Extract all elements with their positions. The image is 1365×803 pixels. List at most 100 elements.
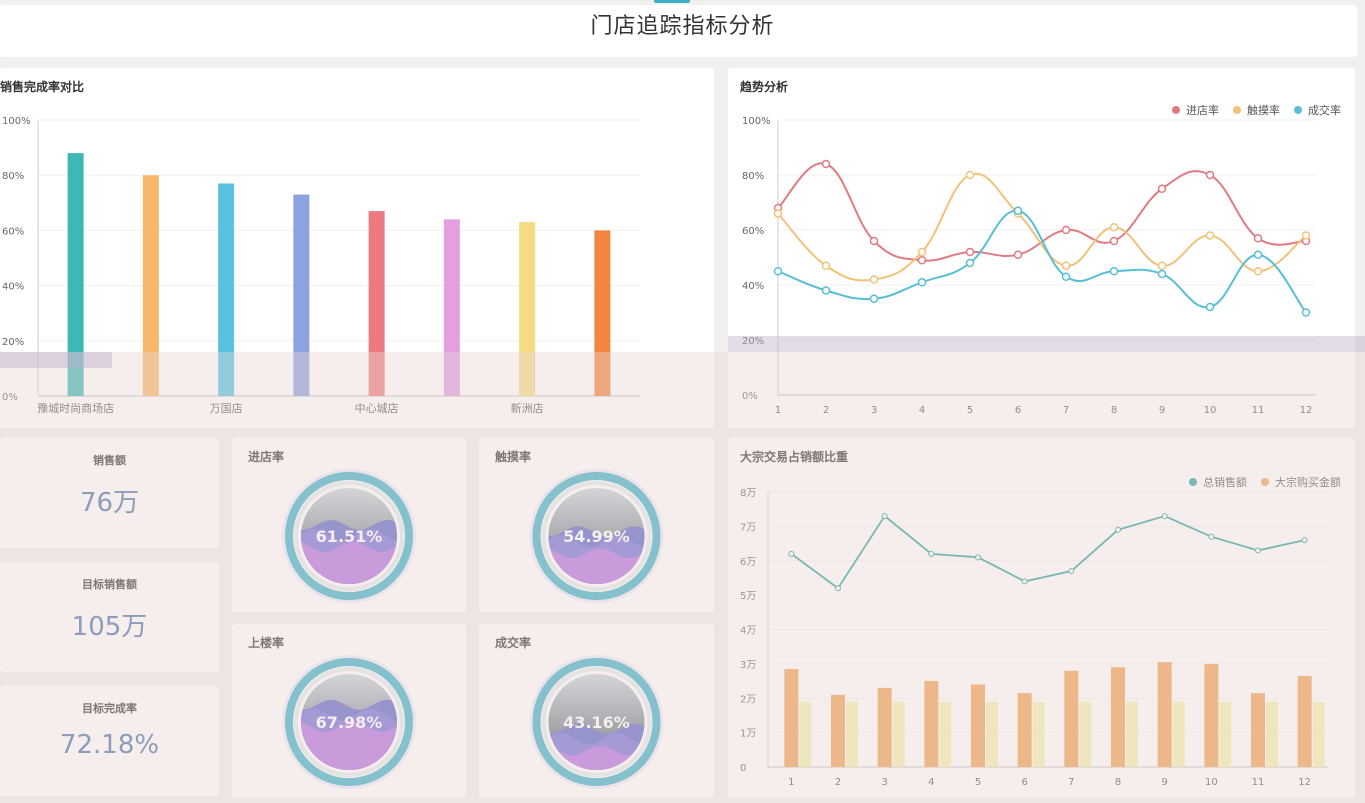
page-title: 门店追踪指标分析 — [590, 14, 775, 39]
gauge-title: 触摸率 — [495, 450, 532, 464]
sales-completion-panel: 销售完成率对比 0% 20% 40% 60% 80% 100% 豫城时尚商场店 万国店 中心城店… — [0, 68, 714, 428]
bar — [67, 153, 84, 396]
x-tick-label: 豫城时尚商场店 — [37, 401, 114, 415]
x-tick-label: 6 — [1021, 777, 1027, 788]
y-tick-label: 80% — [742, 171, 764, 182]
gauge-inner-ring — [294, 481, 404, 591]
kpi-label: 目标销售额 — [82, 578, 137, 591]
bar — [971, 684, 985, 767]
bar — [293, 194, 310, 396]
x-tick-label: 1 — [788, 777, 794, 788]
x-tick-label: 4 — [928, 777, 934, 788]
y-tick-label: 6万 — [740, 557, 756, 568]
x-tick-label: 6 — [1015, 405, 1021, 416]
data-point — [965, 247, 975, 257]
data-point — [1301, 537, 1308, 544]
gauge-title: 成交率 — [495, 636, 532, 650]
data-point — [821, 261, 831, 270]
data-point — [1157, 269, 1167, 279]
x-tick-label: 3 — [881, 777, 887, 788]
data-point — [917, 278, 927, 287]
gauge-wave — [548, 745, 645, 770]
kpi-label: 销售额 — [93, 454, 126, 467]
data-point — [1208, 533, 1215, 540]
x-tick-label: 10 — [1204, 405, 1217, 416]
bar-highlight — [1219, 701, 1232, 767]
bar — [1251, 693, 1265, 767]
data-point — [965, 170, 975, 180]
legend-item-touch-rate[interactable]: 触摸率 — [1233, 102, 1280, 118]
bar — [519, 222, 536, 396]
gauge-value: 67.98% — [316, 713, 383, 732]
x-tick-label: 7 — [1068, 777, 1074, 788]
bar — [1297, 675, 1312, 767]
data-point — [928, 550, 935, 557]
header-panel — [0, 5, 1357, 57]
x-tick-label: 11 — [1252, 405, 1265, 416]
trend-panel: 趋势分析 进店率 触摸率 成交率 0% 20% 40% 60% 80% 100% 1 2 3 4 5… — [728, 68, 1355, 428]
legend-label: 触摸率 — [1247, 104, 1280, 117]
x-tick-label: 12 — [1300, 405, 1313, 416]
gauge-title: 进店率 — [248, 450, 285, 464]
kpi-value: 76万 — [79, 488, 140, 518]
x-tick-label: 中心城店 — [355, 401, 399, 415]
gauge-ring — [285, 472, 413, 600]
y-tick-label: 100% — [2, 116, 31, 127]
legend-dot — [1261, 478, 1269, 486]
bar — [1204, 663, 1219, 767]
legend-item-deal-rate[interactable]: 成交率 — [1294, 102, 1341, 118]
gauge-ring — [532, 472, 661, 600]
bar-highlight — [1079, 701, 1092, 767]
series-line — [777, 162, 1307, 262]
bar-highlight — [799, 701, 812, 767]
data-point — [1061, 272, 1071, 281]
y-tick-label: 0% — [2, 392, 18, 403]
bar — [784, 669, 799, 767]
bar — [594, 230, 611, 396]
data-point — [1109, 267, 1119, 276]
data-point — [1253, 234, 1263, 243]
data-point — [1161, 513, 1168, 520]
data-point — [975, 554, 981, 561]
legend-label: 总销售额 — [1203, 476, 1247, 489]
data-point — [1061, 225, 1071, 235]
header-accent — [654, 0, 690, 3]
data-point — [869, 294, 879, 303]
x-tick-label: 9 — [1161, 777, 1167, 788]
legend-item-visit-rate[interactable]: 进店率 — [1172, 102, 1219, 118]
x-tick-label: 12 — [1298, 777, 1311, 788]
sales-completion-title: 销售完成率对比 — [0, 80, 85, 94]
data-point — [1068, 568, 1075, 575]
bulk-trade-title: 大宗交易占销额比重 — [740, 450, 849, 464]
bar — [142, 175, 159, 396]
y-tick-label: 1万 — [740, 729, 756, 740]
x-tick-label: 2 — [823, 405, 829, 416]
legend-item-total-sales[interactable]: 总销售额 — [1189, 474, 1247, 490]
data-point — [1253, 267, 1263, 276]
gauge-upstairs-rate: 67.98% — [282, 655, 416, 789]
x-tick-label: 11 — [1252, 777, 1265, 788]
legend-dot — [1294, 106, 1302, 114]
y-tick-label: 7万 — [740, 522, 756, 533]
bulk-trade-panel: 大宗交易占销额比重 总销售额 大宗购买金额 0 1万 2万 3万 4万 5万 6万 7万 8万 1… — [728, 438, 1355, 798]
data-point — [835, 585, 841, 592]
data-point — [773, 267, 783, 276]
bar-highlight — [1126, 701, 1138, 767]
x-tick-label: 5 — [967, 405, 973, 416]
x-tick-label: 9 — [1159, 405, 1165, 416]
trend-legend: 进店率 触摸率 成交率 — [1172, 102, 1341, 118]
gauge-inner-ring — [294, 667, 404, 777]
data-point — [1253, 250, 1263, 259]
kpi-value: 72.18% — [59, 730, 160, 760]
gauge-touch-rate: 54.99% — [529, 469, 664, 603]
gauge-ring — [532, 658, 661, 786]
gauge-visit-rate: 61.51% — [282, 469, 416, 603]
gauge-value: 61.51% — [316, 527, 383, 546]
x-tick-label: 5 — [975, 777, 981, 788]
bar — [218, 183, 235, 396]
gauge-value: 54.99% — [563, 527, 630, 546]
bar-highlight — [846, 701, 858, 767]
bar — [443, 219, 460, 396]
legend-item-bulk-amount[interactable]: 大宗购买金额 — [1261, 474, 1341, 490]
bar — [1157, 662, 1172, 767]
